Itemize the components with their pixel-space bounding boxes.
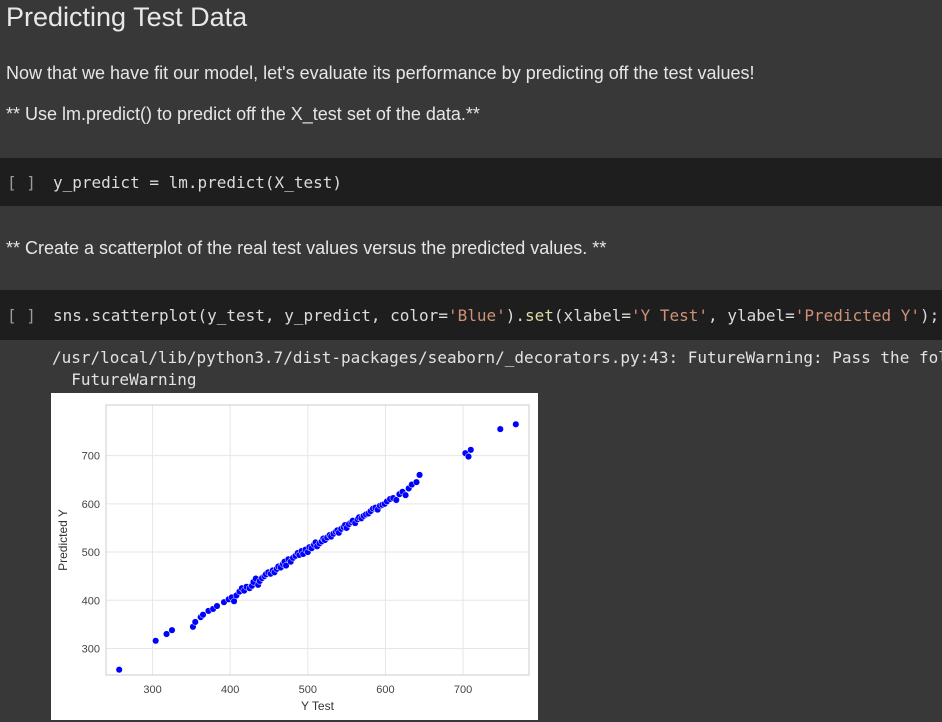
warning-line: FutureWarning bbox=[52, 370, 197, 389]
scatter-point bbox=[392, 496, 400, 504]
scatter-point bbox=[115, 666, 123, 674]
scatter-point bbox=[162, 630, 171, 638]
scatter-point bbox=[496, 425, 504, 433]
code-text: ). bbox=[505, 305, 526, 325]
x-tick-label: 500 bbox=[299, 684, 317, 696]
code-cell[interactable]: [ ] y_predict = lm.predict(X_test) bbox=[0, 158, 942, 206]
code-editor[interactable]: [ ] y_predict = lm.predict(X_test) bbox=[0, 158, 342, 206]
section-heading: Predicting Test Data bbox=[6, 2, 248, 32]
y-tick-label: 300 bbox=[82, 643, 100, 655]
run-cell-button[interactable]: [ ] bbox=[7, 172, 36, 192]
scatter-point bbox=[464, 453, 473, 461]
y-tick-label: 600 bbox=[82, 499, 100, 511]
code-string: 'Blue' bbox=[447, 305, 506, 325]
scatter-point bbox=[512, 420, 520, 428]
scatter-point bbox=[152, 637, 160, 645]
x-tick-label: 600 bbox=[376, 684, 394, 696]
x-axis-label: Y Test bbox=[301, 699, 335, 713]
code-editor[interactable]: [ ] sns.scatterplot(y_test, y_predict, co… bbox=[0, 290, 939, 340]
code-cell[interactable]: [ ] sns.scatterplot(y_test, y_predict, co… bbox=[0, 290, 942, 340]
markdown-paragraph: Now that we have fit our model, let's ev… bbox=[6, 63, 755, 83]
code-string: 'Predicted Y' bbox=[794, 305, 920, 325]
y-tick-label: 500 bbox=[82, 547, 100, 559]
scatter-plot-output: 300 400 500 600 700 300 400 500 600 700 Y Test Pr… bbox=[51, 393, 538, 720]
code-text: (xlabel= bbox=[553, 305, 631, 325]
y-tick-label: 400 bbox=[82, 595, 100, 607]
markdown-paragraph: ** Use lm.predict() to predict off the X… bbox=[6, 104, 480, 124]
scatter-point bbox=[412, 478, 421, 486]
code-text: ); bbox=[919, 305, 940, 325]
scatter-point bbox=[213, 602, 221, 610]
markdown-paragraph: ** Create a scatterplot of the real test… bbox=[6, 238, 607, 258]
y-tick-label: 700 bbox=[82, 451, 100, 463]
cell-output-warning: /usr/local/lib/python3.7/dist-packages/s… bbox=[52, 347, 942, 391]
x-tick-label: 400 bbox=[221, 684, 239, 696]
code-function: set bbox=[525, 305, 554, 325]
scatter-chart: 300 400 500 600 700 300 400 500 600 700 Y Test Pr… bbox=[56, 404, 530, 713]
scatter-point bbox=[467, 446, 475, 454]
code-text: , ylabel= bbox=[708, 305, 795, 325]
code-text: y_predict = lm.predict(X_test) bbox=[53, 172, 342, 192]
scatter-point bbox=[199, 611, 207, 619]
scatter-point bbox=[416, 471, 424, 479]
code-text: sns.scatterplot(y_test, y_predict, color… bbox=[53, 305, 448, 325]
scatter-point bbox=[402, 491, 410, 499]
x-tick-label: 700 bbox=[454, 684, 472, 696]
scatter-point bbox=[282, 562, 290, 570]
scatter-point bbox=[191, 618, 199, 626]
code-string: 'Y Test' bbox=[630, 305, 709, 325]
x-tick-label: 300 bbox=[143, 684, 161, 696]
warning-line: /usr/local/lib/python3.7/dist-packages/s… bbox=[52, 348, 942, 367]
y-axis-label: Predicted Y bbox=[56, 509, 70, 571]
scatter-point bbox=[168, 626, 176, 634]
run-cell-button[interactable]: [ ] bbox=[7, 305, 36, 325]
